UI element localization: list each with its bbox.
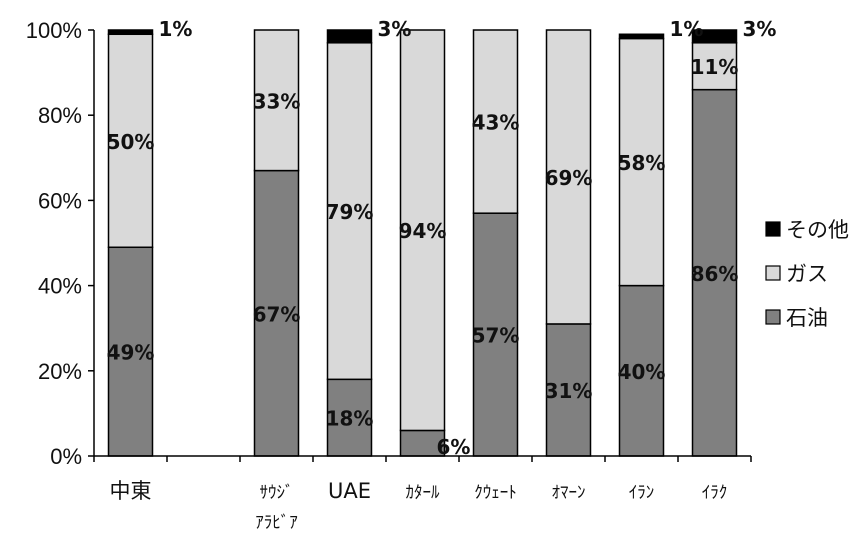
data-label-oil: 18% <box>326 407 374 431</box>
bar-segment-gas <box>326 42 373 381</box>
data-label-other: 1% <box>159 17 193 41</box>
y-tick-label: 100% <box>26 18 82 43</box>
x-category-label: ｶﾀｰﾙ <box>406 483 440 503</box>
x-axis: 中東 ｻｳｼﾞ ｱﾗﾋﾞｱ UAE ｶﾀｰﾙ ｸｳｪｰﾄ ｵﾏｰﾝ ｲﾗﾝ ｲﾗｸ <box>93 455 752 533</box>
data-label-oil: 49% <box>107 341 155 365</box>
y-tick-label: 0% <box>50 444 82 469</box>
data-label-gas: 58% <box>618 151 666 175</box>
legend-swatch-other <box>765 221 781 237</box>
data-label-gas: 79% <box>326 200 374 224</box>
bar-segment-other <box>107 29 154 36</box>
bar-segment-other <box>691 29 738 44</box>
x-category-label: ｻｳｼﾞ <box>260 483 294 503</box>
data-label-gas: 94% <box>399 219 447 243</box>
x-category-label: UAE <box>328 479 371 503</box>
data-label-oil: 57% <box>472 324 520 348</box>
legend-label-other: その他 <box>786 218 849 242</box>
data-label-oil: 86% <box>691 262 739 286</box>
legend-swatch-gas <box>765 265 781 281</box>
data-label-gas: 50% <box>107 130 155 154</box>
bar-segment-oil <box>399 429 446 457</box>
data-label-other: 3% <box>743 17 777 41</box>
data-label-gas: 69% <box>545 166 593 190</box>
bar-segment-other <box>326 29 373 44</box>
data-label-gas: 43% <box>472 111 520 135</box>
bar-segment-gas <box>399 29 446 432</box>
legend-label-oil: 石油 <box>786 306 828 330</box>
x-category-label: ｲﾗﾝ <box>629 483 655 503</box>
y-axis: 0% 20% 40% 60% 80% 100% <box>26 18 95 469</box>
bar-segment-gas <box>253 29 300 172</box>
y-tick-label: 40% <box>38 274 82 299</box>
bar-segment-gas <box>618 37 665 287</box>
y-tick-label: 80% <box>38 103 82 128</box>
y-tick-label: 20% <box>38 359 82 384</box>
data-label-oil: 67% <box>253 302 301 326</box>
bar-segment-other <box>618 33 665 40</box>
bar-segment-oil <box>545 323 592 457</box>
x-category-label: ｲﾗｸ <box>702 483 728 503</box>
data-label-oil: 40% <box>618 360 666 384</box>
bar-segment-gas <box>691 42 738 91</box>
bar-segment-gas <box>545 29 592 325</box>
x-category-label: ｱﾗﾋﾞｱ <box>255 513 298 533</box>
bar-segment-gas <box>472 29 519 214</box>
y-tick-label: 60% <box>38 188 82 213</box>
data-label-oil: 31% <box>545 379 593 403</box>
data-labels: 49% 50% 1% 67% 33% 18% 79% 3% 6% 94% 57% 43% 31% 69% 4… <box>107 17 777 459</box>
bar-segment-oil <box>618 284 665 457</box>
bar-segment-oil <box>691 88 738 457</box>
legend-label-gas: ガス <box>786 262 828 286</box>
x-category-label: ｸｳｪｰﾄ <box>474 483 517 503</box>
data-label-gas: 11% <box>691 55 739 79</box>
legend-swatch-oil <box>765 309 781 325</box>
x-category-label: 中東 <box>110 479 152 503</box>
data-label-other: 1% <box>670 17 704 41</box>
data-label-gas: 33% <box>253 89 301 113</box>
data-label-other: 3% <box>378 17 412 41</box>
x-category-label: ｵﾏｰﾝ <box>552 483 586 503</box>
bars <box>107 29 738 457</box>
data-label-oil: 6% <box>437 435 471 459</box>
bar-segment-gas <box>107 33 154 249</box>
